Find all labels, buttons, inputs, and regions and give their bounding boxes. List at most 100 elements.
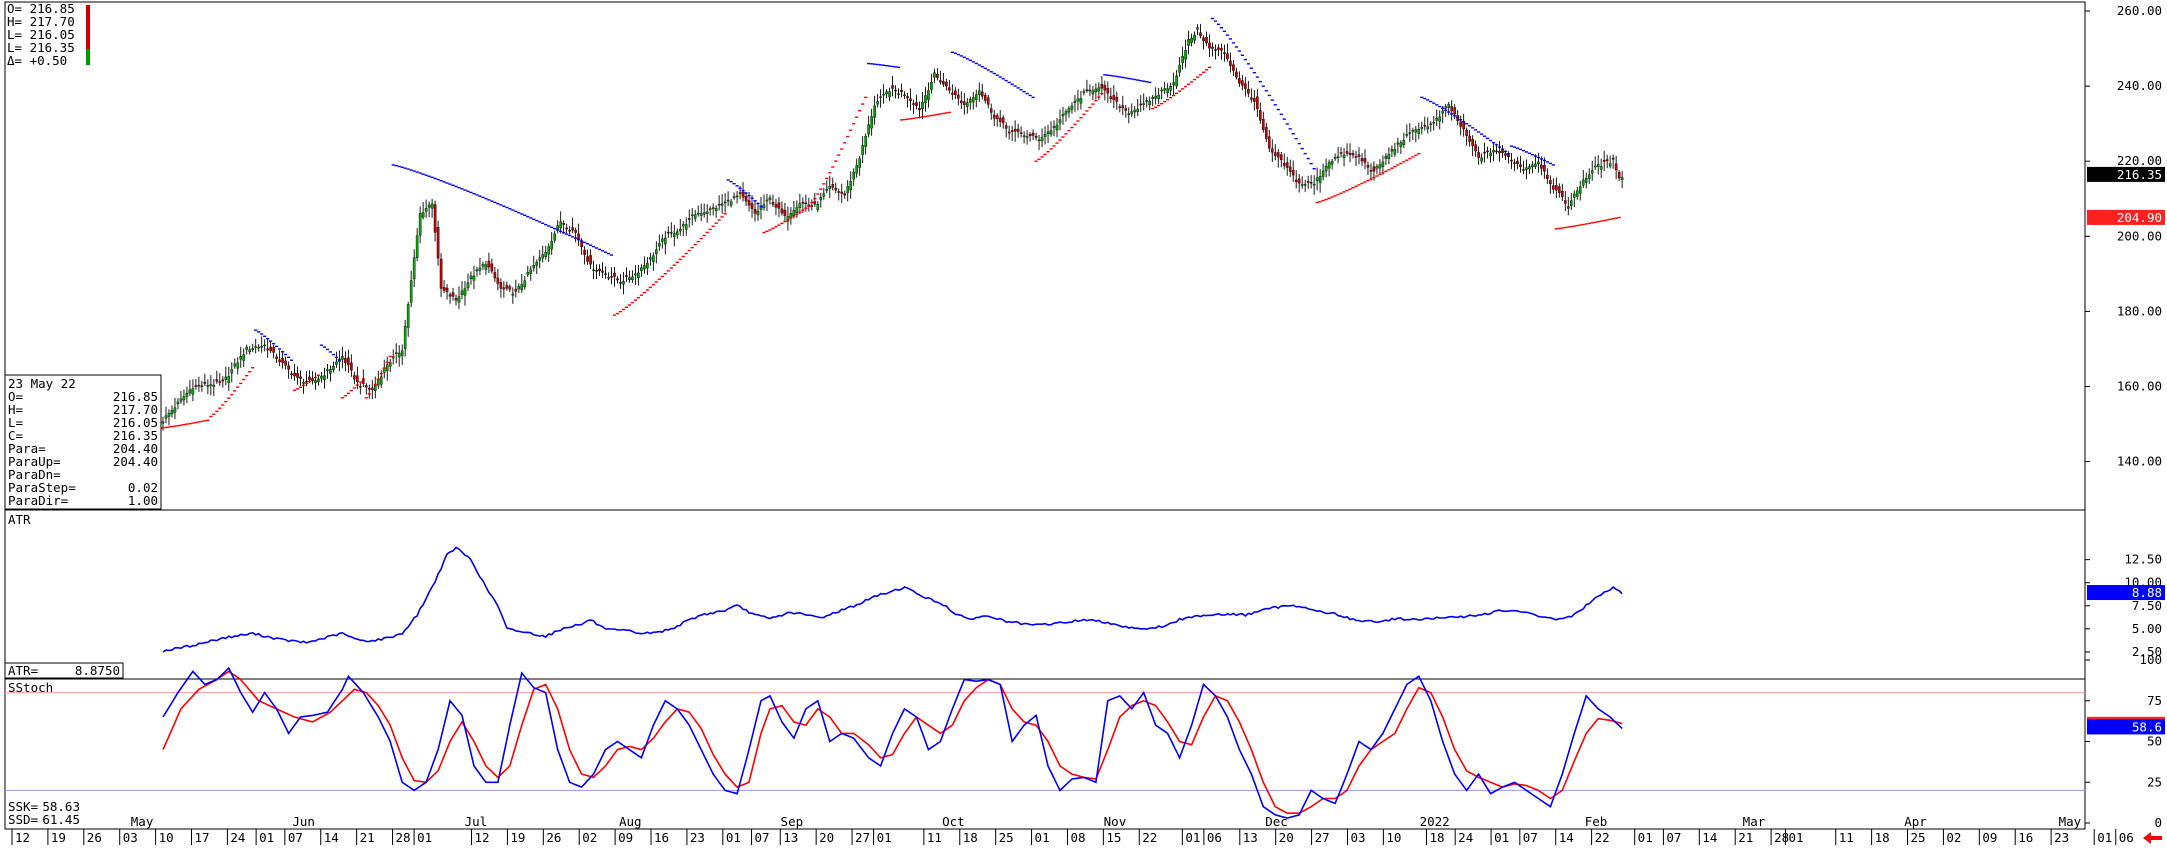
candle-down xyxy=(741,191,745,198)
x-date-label: 01 xyxy=(877,830,892,845)
x-date-label: 13 xyxy=(1243,830,1258,845)
candle-up xyxy=(320,375,323,379)
candle-up xyxy=(1172,82,1175,86)
candle-down xyxy=(436,227,440,259)
candle-down xyxy=(365,385,368,388)
data-window-value: 1.00 xyxy=(128,493,158,508)
data-window-value: 216.85 xyxy=(113,389,158,404)
candle-up xyxy=(179,398,183,402)
candle-down xyxy=(1288,166,1292,172)
ssd-readout-label: SSD= xyxy=(8,812,38,827)
candle-down xyxy=(1468,135,1471,142)
psar-group xyxy=(161,17,1621,429)
x-date-label: 27 xyxy=(1315,830,1330,845)
candle-up xyxy=(559,221,562,229)
candle-down xyxy=(1450,106,1453,112)
candle-up xyxy=(475,269,479,272)
x-date-label: 02 xyxy=(582,830,597,845)
x-date-label: 23 xyxy=(690,830,705,845)
candle-up xyxy=(161,421,165,424)
candle-up xyxy=(544,251,548,258)
candle-up xyxy=(511,293,515,296)
candle-down xyxy=(1471,139,1474,146)
candle-down xyxy=(1504,153,1507,156)
candle-up xyxy=(233,363,237,367)
candle-down xyxy=(221,379,225,382)
candle-up xyxy=(966,102,969,107)
candle-down xyxy=(837,191,841,193)
candle-up xyxy=(1590,170,1594,174)
x-month-label: Jun xyxy=(292,814,315,829)
candle-up xyxy=(1390,149,1394,152)
candle-down xyxy=(1223,52,1226,54)
candle-up xyxy=(861,145,864,155)
candle-up xyxy=(1480,157,1483,162)
stoch-tick-label: 0 xyxy=(2154,815,2162,830)
candle-down xyxy=(1010,130,1014,132)
x-date-label: 21 xyxy=(360,830,375,845)
candle-down xyxy=(1486,150,1489,153)
scroll-left-arrow-icon[interactable] xyxy=(2143,832,2162,844)
candle-up xyxy=(1145,100,1149,102)
candle-down xyxy=(1115,96,1119,102)
candle-up xyxy=(1587,174,1591,179)
candle-down xyxy=(771,202,775,205)
candle-down xyxy=(1232,64,1235,71)
candle-down xyxy=(499,282,503,289)
candle-up xyxy=(1136,108,1140,113)
candle-up xyxy=(388,361,392,367)
candle-down xyxy=(813,201,817,205)
candle-up xyxy=(200,385,204,388)
candle-down xyxy=(1229,60,1232,66)
candle-up xyxy=(469,275,473,279)
atr-tag: 8.88 xyxy=(2087,585,2165,601)
x-date-label: 01 xyxy=(1035,830,1050,845)
data-window-label: Para= xyxy=(8,441,46,456)
candle-down xyxy=(912,103,915,105)
candle-up xyxy=(816,204,820,210)
candle-up xyxy=(406,304,410,328)
candle-up xyxy=(705,211,709,214)
candle-up xyxy=(849,181,852,191)
candle-down xyxy=(1253,98,1256,102)
x-month-label: Dec xyxy=(1265,814,1288,829)
candle-up xyxy=(341,356,344,360)
candle-down xyxy=(442,287,446,291)
candle-down xyxy=(451,292,455,297)
candle-down xyxy=(1348,152,1352,155)
x-date-label: 26 xyxy=(546,830,561,845)
candle-up xyxy=(1408,132,1412,134)
candle-down xyxy=(1001,117,1005,124)
candle-down xyxy=(1372,166,1376,172)
candle-down xyxy=(1007,131,1011,134)
candle-down xyxy=(514,288,518,292)
candle-down xyxy=(1459,121,1462,127)
candle-down xyxy=(1540,164,1543,169)
candle-up xyxy=(394,352,398,354)
candle-down xyxy=(583,249,586,255)
price-tick-label: 200.00 xyxy=(2117,228,2162,243)
candle-up xyxy=(711,207,715,209)
candle-up xyxy=(756,211,760,215)
x-axis: 12 19 26 03 10 17 24 01 07 14 21 28 01 12 19 26 02 09 16 23… xyxy=(11,814,2134,845)
candle-up xyxy=(1444,106,1448,109)
x-date-label: 23 xyxy=(2054,830,2069,845)
candle-down xyxy=(350,362,353,371)
candle-up xyxy=(167,413,171,417)
candle-down xyxy=(1211,46,1214,49)
candle-down xyxy=(1208,42,1211,49)
candle-up xyxy=(927,90,930,100)
candle-down xyxy=(1016,128,1020,132)
candle-down xyxy=(738,192,742,194)
candle-up xyxy=(335,361,338,365)
x-month-label: May xyxy=(2059,814,2082,829)
candle-down xyxy=(1127,113,1131,115)
candle-up xyxy=(535,261,539,266)
candle-down xyxy=(448,294,452,297)
candle-up xyxy=(678,228,682,232)
x-date-label: 14 xyxy=(1702,830,1717,845)
data-window-label: ParaUp= xyxy=(8,454,61,469)
candle-down xyxy=(496,277,500,284)
candle-up xyxy=(661,238,664,242)
candle-up xyxy=(1040,137,1044,142)
